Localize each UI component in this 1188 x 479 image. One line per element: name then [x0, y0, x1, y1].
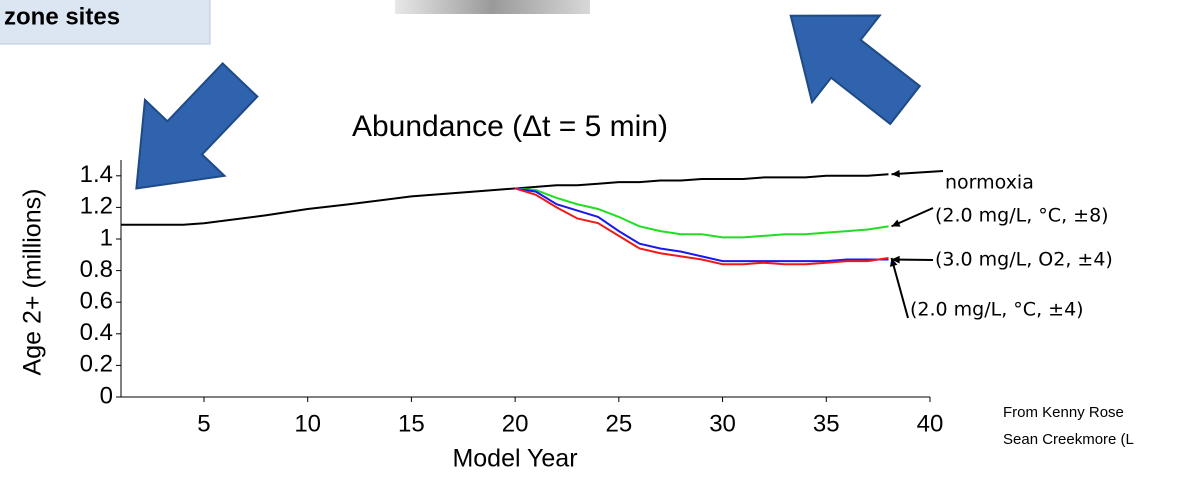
y-tick-label: 0.2 [80, 351, 113, 378]
header-box [0, 0, 211, 45]
credit: Sean Creekmore (L [1003, 431, 1134, 448]
x-tick-label: 15 [398, 410, 425, 437]
annotation-arrow [891, 170, 944, 176]
arrow [135, 62, 259, 190]
annotation-arrowhead [891, 255, 900, 264]
y-tick-label: 1 [100, 224, 113, 251]
series-line [515, 187, 889, 239]
y-tick-label: 0.8 [80, 256, 113, 283]
series-line [514, 187, 889, 266]
series-line [121, 173, 889, 226]
y-tick-label: 0.4 [80, 319, 113, 346]
x-tick-label: 5 [197, 410, 210, 437]
series-label: (2.0 mg/L, °C, ±4) [910, 299, 1084, 321]
series-label: (3.0 mg/L, O2, ±4) [935, 249, 1113, 271]
y-tick-label: 1.2 [80, 193, 113, 220]
y-tick-label: 1.4 [80, 161, 113, 188]
x-tick-label: 30 [709, 410, 736, 437]
arrow [789, 14, 922, 126]
y-tick-label: 0 [100, 382, 113, 409]
annotation-arrow [890, 257, 909, 319]
x-tick-label: 10 [294, 410, 321, 437]
y-tick-label: 0.6 [80, 288, 113, 315]
series-label: (2.0 mg/L, °C, ±8) [935, 205, 1109, 227]
y-axis-label: Age 2+ (millions) [19, 189, 47, 376]
series-line [514, 187, 889, 263]
annotation-arrowhead [889, 257, 898, 267]
header-title: zone sites [4, 3, 120, 30]
photo [395, 0, 590, 14]
x-axis-label: Model Year [452, 445, 577, 473]
x-tick-label: 35 [813, 410, 840, 437]
x-tick-label: 40 [917, 410, 944, 437]
x-tick-label: 20 [502, 410, 529, 437]
credit: From Kenny Rose [1003, 404, 1124, 421]
annotation-arrowhead [891, 169, 900, 178]
annotation-arrowhead [891, 219, 901, 227]
chart-title: Abundance (Δt = 5 min) [352, 110, 668, 143]
series-label: normoxia [945, 172, 1034, 194]
x-tick-label: 25 [605, 410, 632, 437]
